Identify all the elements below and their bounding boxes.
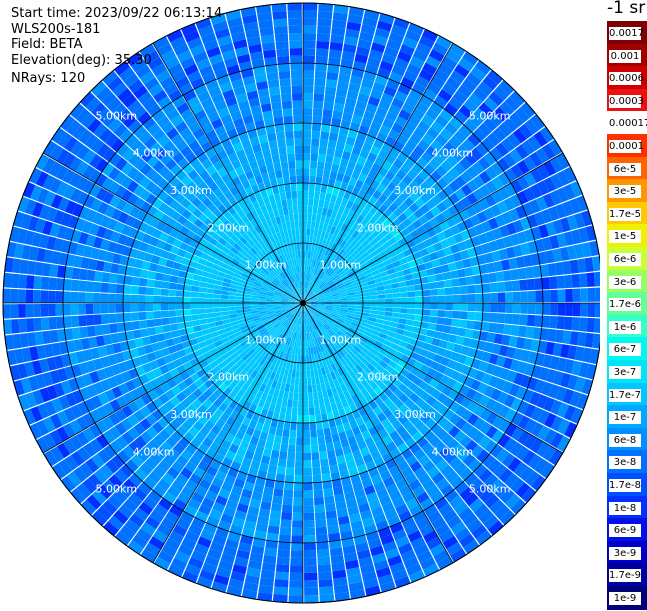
range-ring-label: 2.00km <box>208 371 250 384</box>
colorbar-tick-label: 1.7e-6 <box>609 298 642 312</box>
range-ring-label: 5.00km <box>96 109 138 122</box>
colorbar-unit-label: -1 sr <box>607 0 646 18</box>
colorbar-tick-label: 0.001 <box>609 49 641 63</box>
range-ring-label: 2.00km <box>208 221 250 234</box>
instrument-label: WLS200s-181 <box>11 22 101 37</box>
azimuth-spoke <box>302 302 454 563</box>
azimuth-spoke <box>302 42 454 304</box>
field-label: Field: BETA <box>11 37 83 52</box>
colorbar-tick-label: 6e-6 <box>609 253 641 266</box>
colorbar: 0.0017 0.001 0.0006 0.0003 0.00017 0.0001 6e-5… <box>607 21 647 611</box>
azimuth-spoke <box>302 152 563 304</box>
colorbar-tick-label: 3e-8 <box>609 456 641 470</box>
colorbar-tick-label: 6e-5 <box>609 162 641 176</box>
range-ring-label: 3.00km <box>170 184 212 197</box>
colorbar-tick-label: 1e-7 <box>609 411 641 425</box>
range-ring-label: 2.00km <box>357 371 399 384</box>
range-ring-label: 4.00km <box>432 445 474 458</box>
colorbar-tick-label: 3e-6 <box>609 275 641 289</box>
range-ring-label: 5.00km <box>469 483 511 496</box>
range-ring-label: 3.00km <box>394 408 436 421</box>
range-ring-label: 1.00km <box>245 259 287 272</box>
start-time-label: Start time: 2023/09/22 06:13:14 <box>11 6 223 21</box>
range-ring-label: 1.00km <box>245 333 287 346</box>
range-ring-label: 4.00km <box>133 445 175 458</box>
colorbar-tick-label: 1e-6 <box>609 320 641 334</box>
colorbar-tick-label: 6e-9 <box>609 524 641 538</box>
elevation-label: Elevation(deg): 35.30 <box>11 53 152 68</box>
colorbar-tick-label: 3e-7 <box>609 366 641 379</box>
colorbar-tick-label: 0.00017 <box>609 117 647 131</box>
nrays-label: NRays: 120 <box>11 71 86 86</box>
azimuth-spoke <box>302 302 563 454</box>
range-ring-label: 4.00km <box>133 147 175 160</box>
range-ring-label: 1.00km <box>320 259 362 272</box>
colorbar-tick-label: 3e-9 <box>609 546 641 560</box>
colorbar-tick-label: 6e-8 <box>609 433 641 447</box>
range-ring-label: 1.00km <box>320 333 362 346</box>
colorbar-tick-label: 1.7e-7 <box>609 388 642 402</box>
range-ring-label: 5.00km <box>96 483 138 496</box>
range-ring-label: 4.00km <box>432 147 474 160</box>
azimuth-spoke <box>152 42 304 304</box>
colorbar-tick-label: 0.0003 <box>609 94 644 108</box>
range-ring-label: 3.00km <box>170 408 212 421</box>
range-ring-label: 5.00km <box>469 109 511 122</box>
colorbar-tick-label: 1.7e-5 <box>609 207 642 221</box>
colorbar-tick-label: 1e-5 <box>609 230 641 244</box>
radar-center-marker <box>300 300 306 306</box>
colorbar-tick-label: 1e-9 <box>609 592 641 605</box>
colorbar-tick-label: 6e-7 <box>609 343 641 357</box>
colorbar-tick-label: 0.0001 <box>609 140 644 153</box>
colorbar-tick-label: 3e-5 <box>609 185 641 199</box>
azimuth-spoke <box>42 302 304 454</box>
ppi-plot: 1.00km 1.00km 1.00km 1.00km 2.00km 2.00km 2.00… <box>2 2 600 604</box>
range-ring-label: 2.00km <box>357 221 399 234</box>
azimuth-spoke <box>42 152 304 304</box>
colorbar-tick-label: 0.0017 <box>609 27 644 40</box>
colorbar-tick-label: 0.0006 <box>609 72 644 86</box>
colorbar-tick-label: 1.7e-8 <box>609 479 642 492</box>
range-ring-label: 3.00km <box>394 184 436 197</box>
azimuth-spoke <box>152 302 304 563</box>
colorbar-tick-label: 1e-8 <box>609 501 641 515</box>
colorbar-tick-label: 1.7e-9 <box>609 569 642 583</box>
ppi-data-cells <box>3 3 600 603</box>
